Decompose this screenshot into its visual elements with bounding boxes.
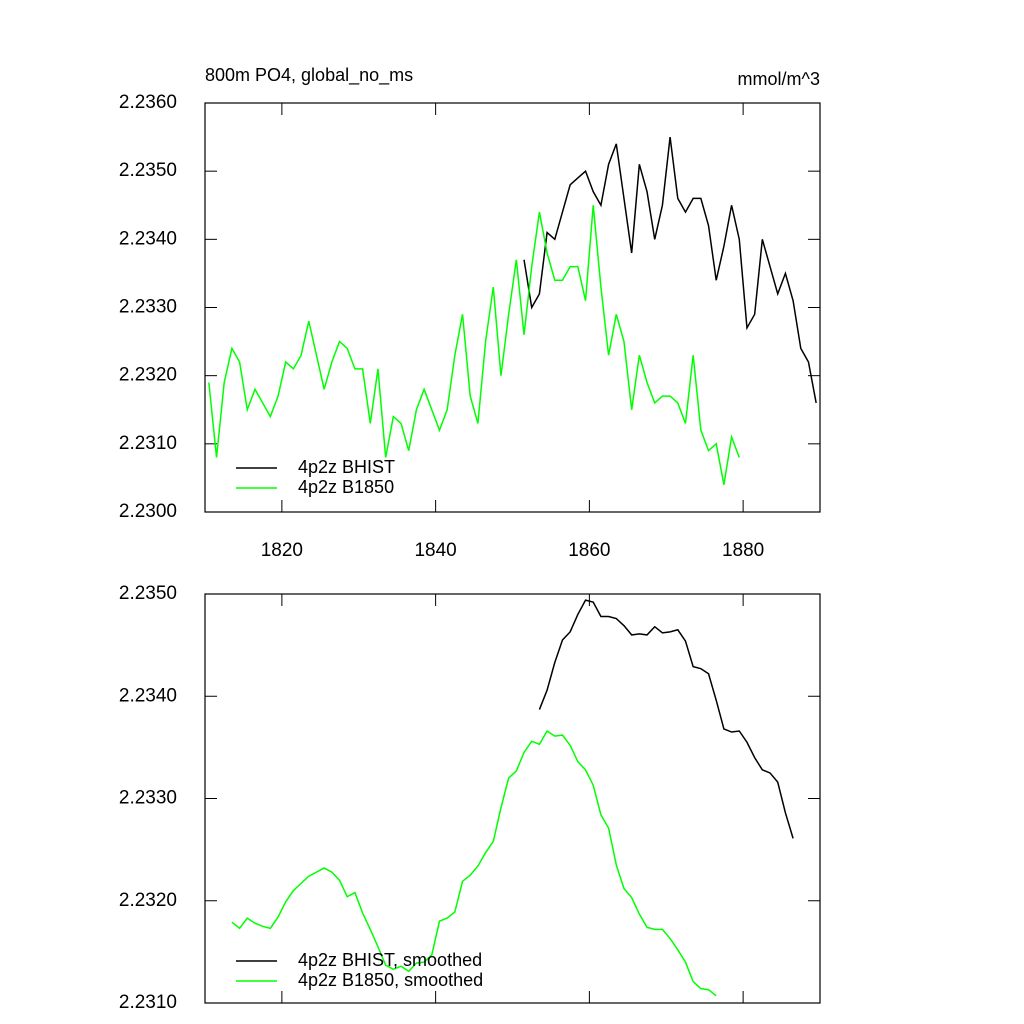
legend-label: 4p2z B1850, smoothed (298, 970, 483, 990)
x-tick-label: 1860 (568, 540, 610, 561)
legend-label: 4p2z BHIST (298, 457, 395, 477)
units-label: mmol/m^3 (738, 69, 820, 89)
y-tick-label: 2.2330 (119, 788, 177, 809)
legend-label: 4p2z B1850 (298, 477, 394, 497)
series-line (208, 205, 740, 485)
y-tick-label: 2.2310 (119, 433, 177, 454)
y-tick-label: 2.2350 (119, 583, 177, 604)
y-tick-label: 2.2330 (119, 297, 177, 318)
y-tick-label: 2.2300 (119, 501, 177, 522)
y-tick-label: 2.2350 (119, 160, 177, 181)
plot-frame (204, 593, 821, 1004)
x-tick-label: 1880 (722, 540, 764, 561)
y-tick-label: 2.2360 (119, 92, 177, 113)
chart-title: 800m PO4, global_no_ms (205, 65, 413, 86)
y-tick-label: 2.2340 (119, 228, 177, 249)
x-tick-label: 1820 (261, 540, 303, 561)
y-tick-label: 2.2340 (119, 685, 177, 706)
x-tick-label: 1840 (414, 540, 456, 561)
legend-label: 4p2z BHIST, smoothed (298, 950, 482, 970)
series-line (231, 729, 717, 997)
y-tick-label: 2.2320 (119, 365, 177, 386)
y-tick-label: 2.2320 (119, 890, 177, 911)
y-tick-label: 2.2310 (119, 992, 177, 1013)
plot-frame (204, 102, 821, 513)
series-line (523, 136, 817, 404)
series-line (538, 599, 794, 839)
